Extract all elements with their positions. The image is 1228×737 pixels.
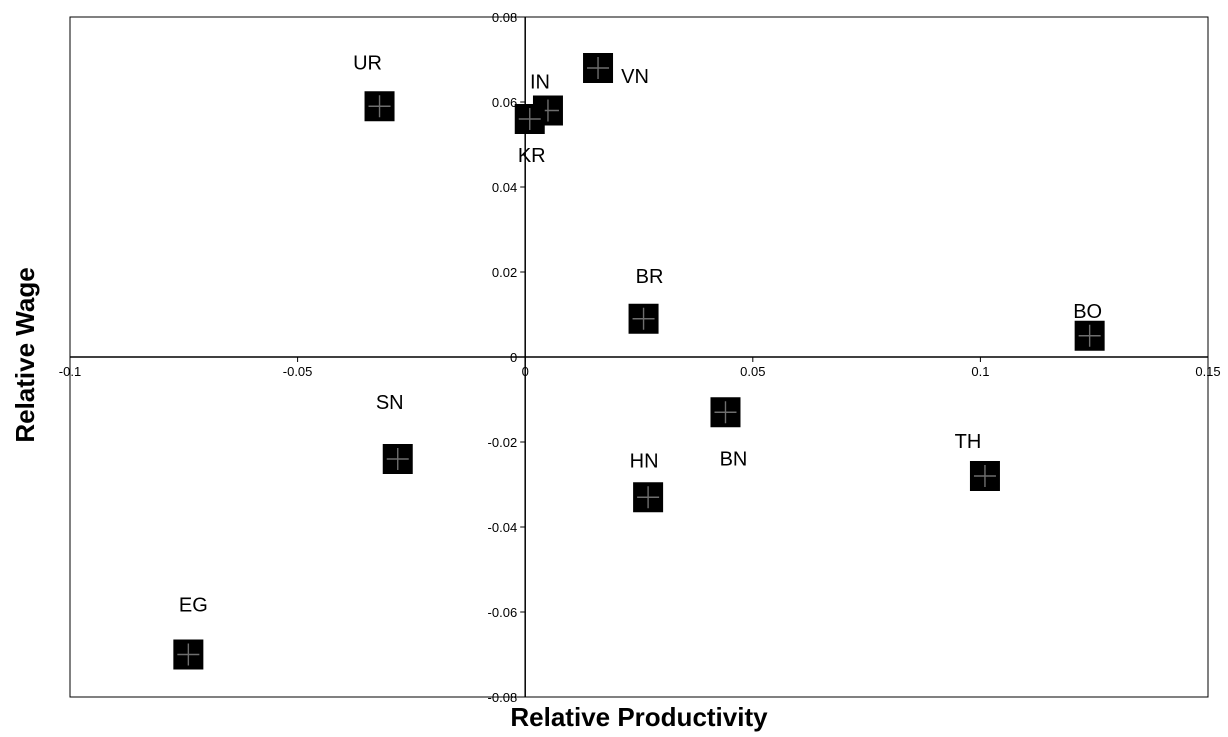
point-label: SN bbox=[376, 392, 404, 414]
data-point-br: BR bbox=[628, 266, 664, 334]
data-point-hn: HN bbox=[630, 450, 664, 513]
x-axis-title: Relative Productivity bbox=[510, 702, 768, 732]
data-points: UR IN KR VN BR BO SN BN HN TH EG bbox=[173, 52, 1105, 670]
data-point-bo: BO bbox=[1073, 301, 1105, 351]
x-axis-ticks: -0.1 -0.05 0 0.05 0.1 0.15 bbox=[59, 357, 1221, 379]
point-label: IN bbox=[530, 72, 550, 94]
data-point-eg: EG bbox=[173, 595, 208, 670]
point-label: TH bbox=[955, 431, 982, 453]
point-label: BO bbox=[1073, 301, 1102, 323]
point-label: KR bbox=[518, 145, 546, 167]
y-tick-label: 0.08 bbox=[492, 10, 517, 25]
x-tick-label: 0 bbox=[522, 364, 529, 379]
point-label: BR bbox=[636, 266, 664, 288]
x-tick-label: -0.05 bbox=[283, 364, 313, 379]
point-label: EG bbox=[179, 595, 208, 617]
y-tick-label: -0.08 bbox=[488, 690, 518, 705]
x-tick-label: 0.1 bbox=[971, 364, 989, 379]
y-tick-label: 0.02 bbox=[492, 265, 517, 280]
data-point-th: TH bbox=[955, 431, 1000, 491]
y-tick-label: -0.06 bbox=[488, 605, 518, 620]
data-point-sn: SN bbox=[376, 392, 413, 474]
point-label: BN bbox=[720, 448, 748, 470]
data-point-ur: UR bbox=[353, 52, 395, 122]
x-tick-label: 0.15 bbox=[1195, 364, 1220, 379]
x-tick-label: -0.1 bbox=[59, 364, 81, 379]
data-point-kr: KR bbox=[514, 104, 546, 167]
y-tick-label: -0.04 bbox=[488, 520, 518, 535]
x-tick-label: 0.05 bbox=[740, 364, 765, 379]
y-axis-title: Relative Wage bbox=[10, 267, 40, 442]
y-tick-label: 0.06 bbox=[492, 95, 517, 110]
y-tick-label: 0 bbox=[510, 350, 517, 365]
point-label: UR bbox=[353, 52, 382, 74]
y-tick-label: 0.04 bbox=[492, 180, 517, 195]
point-label: HN bbox=[630, 450, 659, 472]
data-point-vn: VN bbox=[583, 53, 649, 88]
point-label: VN bbox=[621, 66, 649, 88]
data-point-bn: BN bbox=[710, 397, 747, 470]
y-tick-label: -0.02 bbox=[488, 435, 518, 450]
y-axis-ticks: 0.08 0.06 0.04 0.02 0 -0.02 -0.04 -0.06 -0.08 bbox=[488, 10, 526, 705]
